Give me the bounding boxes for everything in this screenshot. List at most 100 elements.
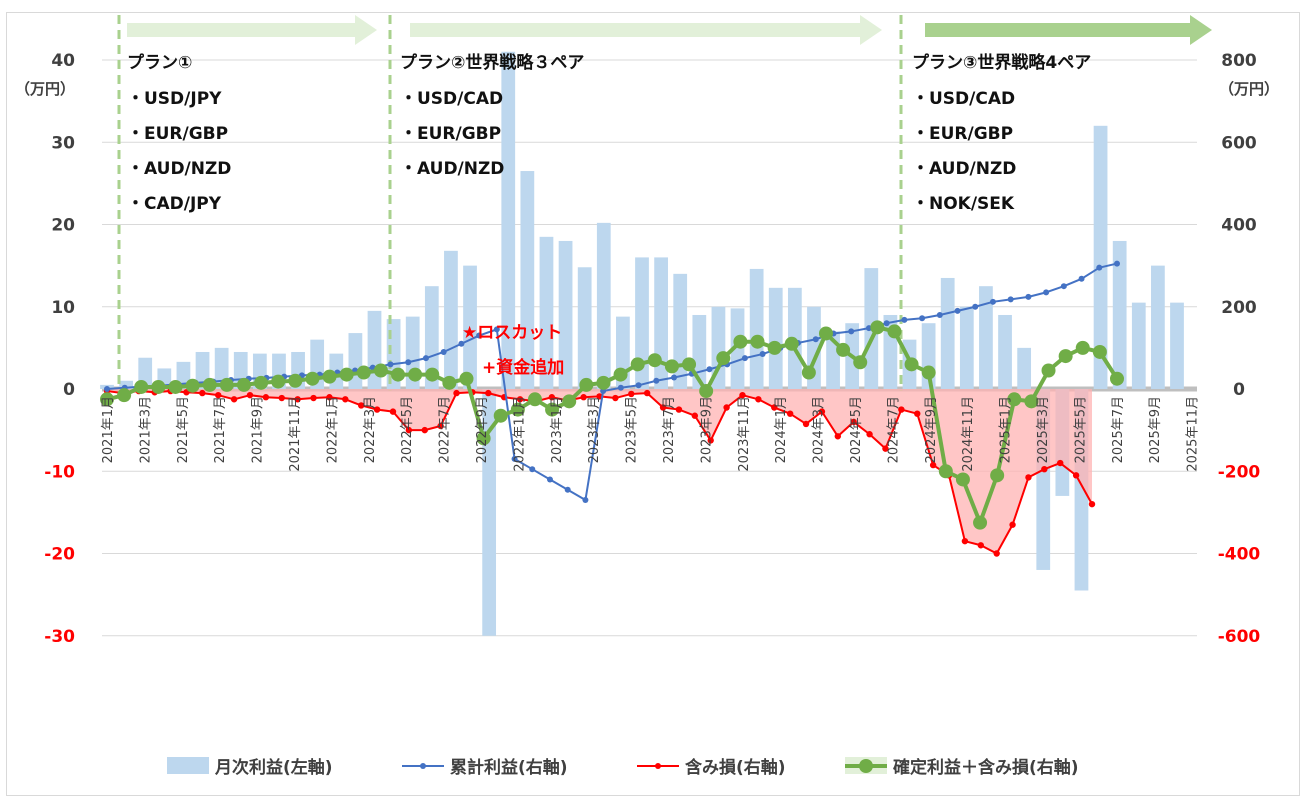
cumulative-profit-point (104, 386, 110, 392)
left-axis-unit: （万円） (15, 80, 75, 98)
unrealized-loss-point (898, 406, 905, 413)
realized-plus-unrealized-point (510, 402, 525, 417)
capital-added-label: +資金追加 (482, 357, 564, 378)
plan-pair: ・NOK/SEK (912, 194, 1015, 214)
x-axis-tick: 2025年11月 (1186, 396, 1201, 472)
unrealized-loss-point (405, 426, 413, 434)
right-axis-tick: -400 (1218, 545, 1261, 565)
monthly-profit-bar (1131, 302, 1146, 389)
realized-plus-unrealized-point (716, 351, 731, 366)
plan-pair: ・USD/JPY (127, 89, 222, 109)
left-axis-tick: 20 (51, 216, 75, 236)
monthly-profit-bar (1112, 240, 1127, 389)
realized-plus-unrealized-point (202, 377, 217, 392)
right-axis-tick: 200 (1221, 298, 1257, 318)
x-axis-tick: 2021年9月 (251, 396, 266, 463)
x-axis-tick: 2022年3月 (363, 396, 378, 463)
cumulative-profit-point (1025, 293, 1032, 300)
legend-label: 含み損(右軸) (685, 757, 786, 778)
unrealized-loss-point (882, 445, 889, 452)
unrealized-loss-point (818, 408, 826, 415)
realized-plus-unrealized-point (1007, 392, 1022, 407)
cumulative-profit-point (493, 326, 500, 333)
unrealized-loss-point (755, 396, 762, 403)
cumulative-profit-point (1078, 275, 1085, 282)
cumulative-profit-point (387, 361, 394, 368)
realized-plus-unrealized-point (647, 353, 662, 368)
realized-plus-unrealized-point (442, 375, 457, 390)
cumulative-profit-point (476, 332, 483, 339)
left-axis-tick: 40 (51, 51, 75, 71)
monthly-profit-bar (348, 333, 363, 389)
x-axis-tick: 2023年9月 (699, 396, 714, 463)
monthly-profit-bar (539, 236, 554, 389)
realized-plus-unrealized-point (236, 377, 251, 392)
realized-plus-unrealized-point (818, 326, 833, 341)
realized-plus-unrealized-point (185, 378, 200, 393)
x-axis-tick: 2023年3月 (587, 396, 602, 463)
monthly-profit-bar (749, 268, 764, 389)
x-axis-tick: 2022年7月 (438, 396, 453, 463)
x-axis-tick: 2021年11月 (288, 396, 303, 472)
realized-plus-unrealized-point (664, 359, 679, 374)
x-axis-tick: 2022年11月 (512, 396, 527, 472)
right-axis: 800 600 400 200 0 -200 -400 -600 （万円） (1218, 51, 1279, 647)
x-axis-tick: 2022年9月 (475, 396, 490, 463)
cumulative-profit-point (422, 355, 429, 362)
x-axis-tick: 2024年1月 (774, 396, 789, 463)
monthly-profit-bar (119, 380, 133, 389)
realized-plus-unrealized-point (1058, 349, 1073, 364)
unrealized-loss-point (1057, 459, 1064, 467)
realized-plus-unrealized-point (562, 394, 577, 409)
realized-plus-unrealized-point (117, 388, 132, 403)
x-axis-tick: 2023年11月 (737, 396, 752, 472)
x-axis-tick: 2024年9月 (924, 396, 939, 463)
realized-plus-unrealized-point (801, 365, 816, 380)
monthly-profit-bar (959, 306, 974, 389)
realized-plus-unrealized-point (493, 408, 508, 423)
cumulative-profit-point (546, 476, 553, 483)
monthly-profit-bar (979, 286, 993, 389)
realized-plus-unrealized-point (545, 402, 560, 417)
plan-pair: ・EUR/GBP (400, 124, 501, 144)
unrealized-loss-point (421, 426, 428, 434)
cumulative-profit-point (901, 316, 908, 323)
cumulative-profit-point (529, 466, 536, 473)
losscut-label: ★ロスカット (462, 323, 562, 343)
realized-plus-unrealized-point (784, 336, 799, 351)
x-axis-tick: 2021年1月 (101, 396, 116, 463)
realized-plus-unrealized-point (699, 384, 714, 399)
legend-swatch-marker (655, 763, 661, 769)
left-axis: 40 30 20 10 0 -10 -20 -30 （万円） (15, 51, 75, 647)
realized-plus-unrealized-point (1041, 363, 1056, 378)
cumulative-profit-point (1043, 289, 1050, 296)
x-axis-tick: 2021年5月 (176, 396, 191, 463)
plan-arrow-shaft (127, 23, 357, 37)
monthly-profit-bar (577, 267, 592, 389)
unrealized-loss-point (612, 394, 619, 402)
monthly-profit-bar (1093, 125, 1108, 390)
unrealized-loss-point (628, 390, 635, 398)
cumulative-profit-point (972, 303, 979, 310)
plan-pair: ・USD/CAD (912, 89, 1015, 109)
x-axis-tick: 2024年11月 (961, 396, 976, 472)
unrealized-loss-point (771, 404, 778, 411)
unrealized-loss-point (739, 391, 746, 399)
unrealized-loss-point (310, 394, 317, 402)
realized-plus-unrealized-point (1024, 394, 1039, 409)
right-axis-tick: -200 (1218, 462, 1261, 482)
left-axis-tick: -20 (44, 545, 75, 565)
realized-plus-unrealized-point (990, 468, 1005, 483)
x-axis-tick: 2021年7月 (213, 396, 228, 463)
realized-plus-unrealized-point (322, 369, 337, 384)
cumulative-profit-point (989, 298, 996, 305)
realized-plus-unrealized-point (1075, 340, 1090, 355)
realized-plus-unrealized-point (391, 367, 406, 382)
unrealized-loss-point (961, 537, 969, 545)
plan-annotations: プラン① ・USD/JPY ・EUR/GBP ・AUD/NZD ・CAD/JPY プラン②… (127, 52, 1091, 214)
x-axis-tick: 2025年9月 (1148, 396, 1163, 463)
unrealized-loss-point (993, 550, 1000, 557)
plan-pair: ・USD/CAD (400, 89, 503, 109)
unrealized-loss-point (1088, 500, 1096, 508)
right-axis-tick: -600 (1218, 627, 1261, 647)
